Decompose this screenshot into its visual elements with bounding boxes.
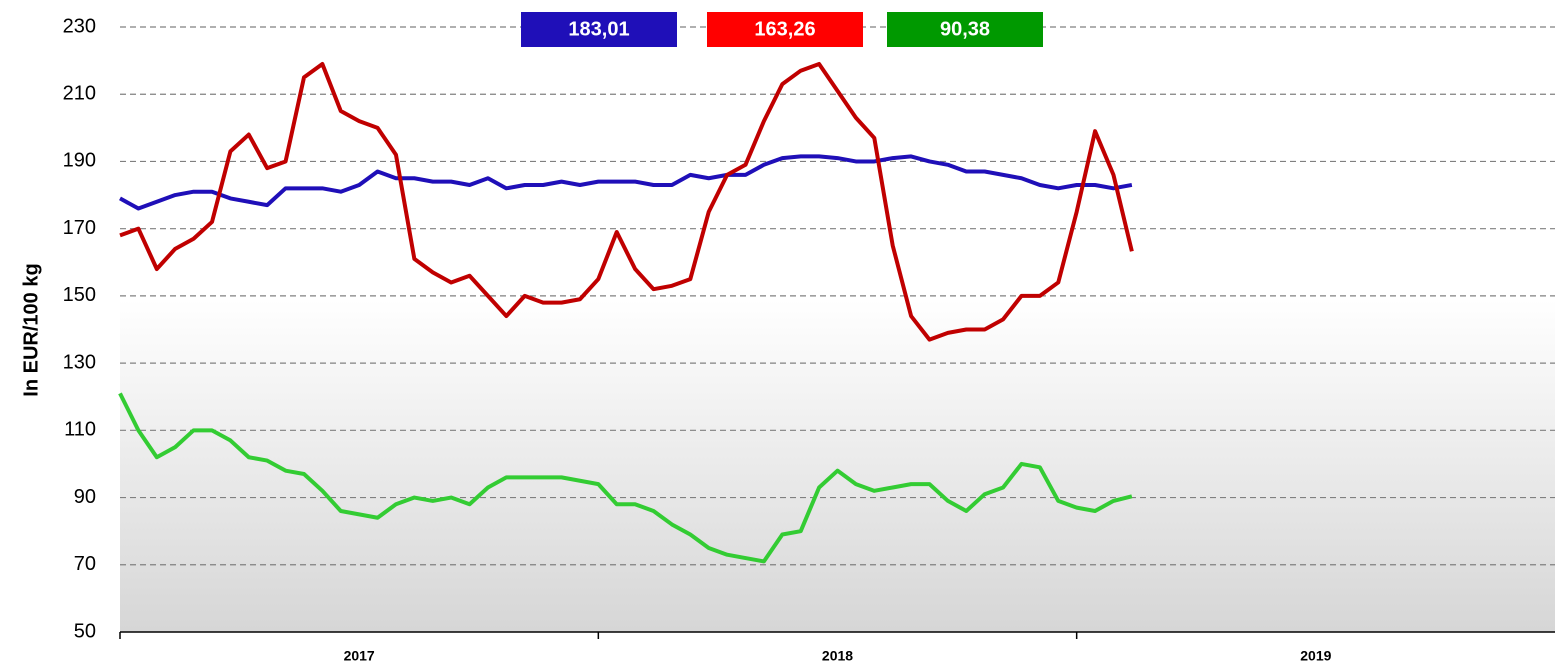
y-tick-label: 190 [63,150,96,172]
y-tick-label: 70 [74,553,96,575]
series-line [118,392,1133,564]
value-box [887,12,1043,47]
plot-background [120,27,1555,632]
value-box [707,12,863,47]
y-axis-label: In EUR/100 kg [20,263,42,396]
y-tick-label: 90 [74,486,96,508]
series-line [119,61,1134,342]
year-label: 2017 [344,648,375,664]
year-label: 2019 [1300,648,1331,664]
y-tick-label: 210 [63,83,96,105]
value-label: 163,26 [754,18,815,40]
value-box [521,12,677,47]
series-line [119,154,1133,211]
y-tick-label: 230 [63,15,96,37]
value-label: 90,38 [940,18,990,40]
year-label: 2018 [822,648,853,664]
y-tick-label: 130 [63,351,96,373]
y-tick-label: 110 [64,419,96,441]
value-label: 183,01 [568,18,629,40]
y-tick-label: 170 [63,217,96,239]
y-tick-label: 50 [74,620,96,642]
y-tick-label: 150 [63,284,96,306]
